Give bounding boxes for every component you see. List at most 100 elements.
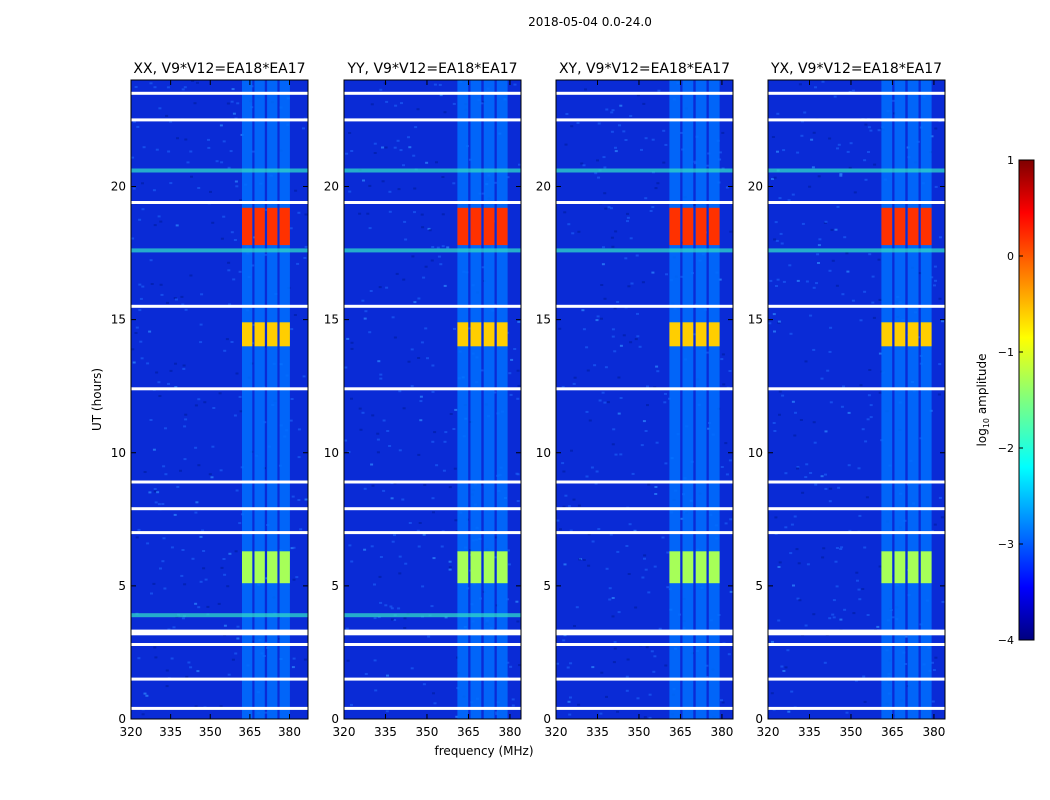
y-tick-label: 20 xyxy=(324,180,339,194)
noise-speck xyxy=(189,274,193,277)
noise-speck xyxy=(798,599,802,602)
noise-speck xyxy=(604,207,608,210)
x-tick-label: 335 xyxy=(586,725,609,739)
noise-speck xyxy=(680,131,683,134)
noise-speck xyxy=(439,263,443,266)
x-tick-label: 365 xyxy=(669,725,692,739)
noise-speck xyxy=(350,703,353,706)
noise-speck xyxy=(391,618,394,621)
noise-speck xyxy=(771,640,774,643)
noise-speck xyxy=(424,327,428,330)
noise-speck xyxy=(776,150,779,153)
noise-speck xyxy=(864,178,868,181)
noise-speck xyxy=(865,496,869,499)
noise-speck xyxy=(517,384,521,387)
noise-speck xyxy=(217,602,221,605)
noise-speck xyxy=(842,385,845,388)
noise-speck xyxy=(299,528,303,531)
x-tick-label: 335 xyxy=(798,725,821,739)
noise-speck xyxy=(166,86,170,89)
flagged-row xyxy=(131,507,308,511)
noise-speck xyxy=(363,487,367,490)
bright-cell xyxy=(470,207,482,246)
noise-speck xyxy=(933,265,937,268)
noise-speck xyxy=(452,428,456,430)
noise-speck xyxy=(608,598,612,601)
noise-speck xyxy=(417,545,421,548)
noise-speck xyxy=(904,635,908,638)
noise-speck xyxy=(648,716,652,719)
panel-title: XY, V9*V12=EA18*EA17 xyxy=(559,61,730,77)
noise-speck xyxy=(440,545,444,548)
y-tick-label: 10 xyxy=(748,446,763,460)
noise-speck xyxy=(724,442,728,445)
noise-speck xyxy=(582,559,586,561)
bright-cell xyxy=(254,322,265,347)
noise-speck xyxy=(613,307,617,310)
noise-speck xyxy=(940,516,944,519)
noise-speck xyxy=(820,377,824,380)
noise-speck xyxy=(824,430,828,433)
flagged-row xyxy=(344,677,521,681)
noise-speck xyxy=(561,462,565,465)
noise-speck xyxy=(208,473,212,476)
colorbar-tick-label: 1 xyxy=(1007,154,1014,167)
noise-speck xyxy=(495,713,499,716)
noise-speck xyxy=(199,341,203,344)
noise-speck xyxy=(586,369,590,372)
bright-cell xyxy=(669,551,681,584)
noise-speck xyxy=(720,466,724,468)
noise-speck xyxy=(494,556,498,559)
noise-speck xyxy=(798,83,802,86)
noise-speck xyxy=(421,585,425,588)
noise-speck xyxy=(595,470,599,473)
noise-speck xyxy=(141,182,144,185)
noise-speck xyxy=(603,297,607,300)
noise-speck xyxy=(226,102,230,105)
noise-speck xyxy=(644,137,648,140)
noise-speck xyxy=(139,297,143,300)
noise-speck xyxy=(297,211,301,214)
noise-speck xyxy=(350,341,354,344)
flagged-row xyxy=(344,304,521,308)
noise-speck xyxy=(379,88,383,91)
y-tick-label: 0 xyxy=(755,712,763,726)
noise-speck xyxy=(212,407,216,409)
noise-speck xyxy=(202,567,206,570)
noise-speck xyxy=(619,104,623,107)
noise-speck xyxy=(138,218,142,221)
noise-speck xyxy=(421,226,425,229)
noise-speck xyxy=(619,397,623,399)
noise-speck xyxy=(518,664,521,667)
noise-speck xyxy=(630,282,634,285)
noise-speck xyxy=(603,192,607,195)
flagged-row xyxy=(344,91,521,95)
noise-speck xyxy=(303,256,307,259)
noise-speck xyxy=(626,212,629,215)
noise-speck xyxy=(183,583,187,586)
x-tick-label: 350 xyxy=(840,725,863,739)
noise-speck xyxy=(771,136,775,138)
flagged-row xyxy=(131,387,308,391)
noise-speck xyxy=(871,275,875,278)
noise-speck xyxy=(657,89,661,92)
noise-speck xyxy=(570,125,574,128)
noise-speck xyxy=(422,533,426,536)
noise-speck xyxy=(431,364,435,367)
noise-speck xyxy=(877,258,881,261)
noise-speck xyxy=(132,187,136,190)
noise-speck xyxy=(815,282,818,285)
noise-speck xyxy=(348,544,352,547)
x-tick-label: 380 xyxy=(278,725,301,739)
noise-speck xyxy=(344,366,348,369)
panel-3: XY, V9*V12=EA18*EA17 320 335 350 365 380 0 5 10 1… xyxy=(536,61,734,739)
noise-speck xyxy=(439,94,443,97)
noise-speck xyxy=(869,416,873,419)
noise-speck xyxy=(835,547,839,549)
noise-speck xyxy=(867,126,871,129)
noise-speck xyxy=(573,625,576,627)
noise-speck xyxy=(608,587,612,590)
noise-speck xyxy=(400,102,403,105)
noise-speck xyxy=(718,151,722,154)
noise-speck xyxy=(846,270,850,273)
